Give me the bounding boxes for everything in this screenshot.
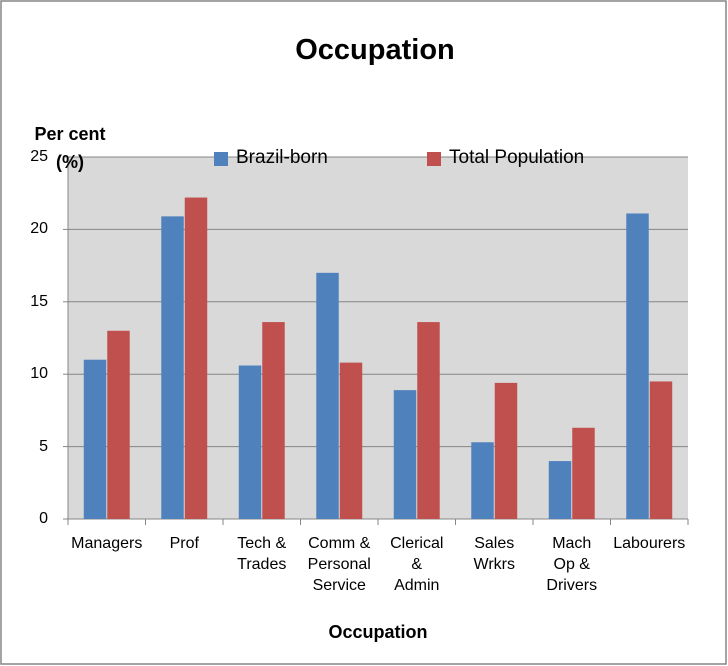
y-tick-label: 20: [30, 220, 48, 238]
y-tick-label: 10: [30, 365, 48, 383]
bar: [238, 365, 262, 519]
bar: [393, 390, 417, 519]
bar: [316, 272, 339, 519]
y-axis-title: Per cent (%): [34, 124, 106, 172]
legend-label: Brazil-born: [236, 147, 328, 168]
bar: [572, 427, 595, 519]
x-tick-label: Managers: [71, 535, 143, 552]
bar: [107, 330, 130, 519]
y-tick-label: 25: [30, 148, 48, 165]
plot-area: [68, 157, 688, 519]
x-tick-label: Prof: [169, 535, 199, 552]
bar: [262, 322, 285, 519]
x-tick-label: Sales Wrkrs: [473, 535, 515, 573]
legend-label: Total Population: [449, 147, 585, 168]
legend-swatch: [427, 152, 441, 166]
bar: [471, 442, 494, 519]
y-tick-label: 5: [39, 437, 48, 455]
bar: [83, 359, 107, 519]
x-axis-title: Occupation: [328, 622, 428, 642]
legend-swatch: [214, 152, 228, 166]
bar: [161, 216, 184, 520]
x-tick-label: Tech & Trades: [237, 535, 287, 573]
x-tick-label: Comm & Personal Service: [307, 535, 371, 594]
x-tick-label: Clerical & Admin: [390, 535, 444, 594]
bar: [649, 381, 673, 519]
y-tick-label: 0: [39, 510, 48, 527]
bar: [548, 461, 572, 519]
bar: [339, 362, 363, 519]
bar: [626, 213, 649, 520]
y-tick-label: 15: [30, 292, 48, 310]
x-tick-label: Mach Op & Drivers: [546, 535, 598, 594]
bar: [184, 197, 208, 519]
chart-title: Occupation: [295, 34, 455, 66]
bar: [417, 322, 440, 519]
bar: [494, 382, 518, 519]
x-tick-label: Labourers: [613, 535, 686, 552]
